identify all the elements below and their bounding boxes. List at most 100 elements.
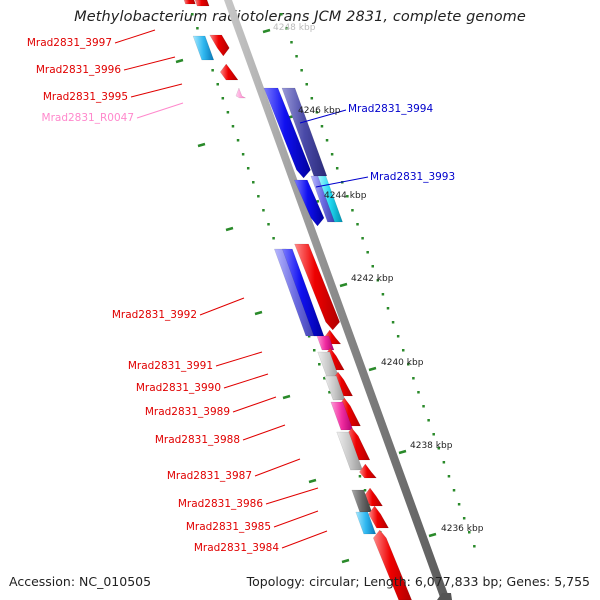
- ruler-dot: [452, 489, 456, 492]
- leader-3984: [281, 530, 328, 549]
- ruler-dot: [376, 279, 380, 282]
- ruler-dot: [473, 545, 476, 548]
- gene-block-3996: [209, 34, 230, 57]
- gene-block-3994: [281, 87, 328, 177]
- leader-3989: [232, 396, 277, 413]
- ruler-dot: [361, 237, 364, 240]
- gene-label[interactable]: Mrad2831_3985: [186, 521, 271, 533]
- ruler-dot: [447, 475, 451, 478]
- ruler-dot: [211, 69, 214, 72]
- gene-label[interactable]: Mrad2831_3997: [27, 37, 112, 49]
- ruler-major-tick: [282, 394, 291, 400]
- gene-block-3994-blue: [263, 87, 311, 179]
- ruler-dot: [305, 83, 308, 86]
- ruler-dot: [396, 335, 400, 338]
- ruler-dot: [432, 433, 435, 436]
- ruler-major-tick: [341, 558, 350, 564]
- gene-block-3991: [316, 335, 335, 351]
- ruler-dot: [280, 13, 283, 16]
- leader-3997: [114, 29, 156, 44]
- ruler-dot: [462, 517, 466, 520]
- ruler-dot: [417, 391, 420, 394]
- ruler-dot: [351, 209, 354, 212]
- ruler-dot: [371, 265, 375, 268]
- ruler-dot: [320, 125, 324, 128]
- scale-tick-label: 4236 kbp: [441, 524, 484, 534]
- gene-label[interactable]: Mrad2831_3995: [43, 91, 128, 103]
- ruler-dot: [307, 335, 311, 338]
- gene-label[interactable]: Mrad2831_3984: [194, 542, 279, 554]
- ruler-dot: [401, 349, 405, 352]
- map-title: Methylobacterium radiotolerans JCM 2831,…: [74, 9, 526, 25]
- scale-tick-label: 4242 kbp: [351, 274, 394, 284]
- scale-tick-label-clipped: 4248 kbp: [273, 23, 316, 33]
- gene-block-3997: [192, 35, 215, 61]
- ruler-major-tick: [262, 28, 271, 34]
- gene-label[interactable]: Mrad2831_3986: [178, 498, 263, 510]
- ruler-dot: [328, 391, 331, 394]
- ruler-dot: [285, 27, 288, 30]
- ruler-major-tick: [254, 310, 263, 316]
- ruler-dot: [363, 489, 367, 492]
- ruler-dot: [323, 377, 326, 380]
- ruler-dot: [226, 111, 230, 114]
- ruler-dot: [221, 97, 225, 100]
- leader-3990: [223, 373, 269, 389]
- gene-label[interactable]: Mrad2831_3992: [112, 309, 197, 321]
- ruler-dot: [262, 209, 265, 212]
- gene-block-3984: [355, 511, 377, 535]
- scale-tick-label: 4246 kbp: [298, 106, 341, 116]
- gene-block-top-left: [183, 0, 196, 5]
- scale-tick-label: 4240 kbp: [381, 358, 424, 368]
- ruler-dot: [346, 195, 349, 198]
- gene-block-3993-blue: [293, 179, 325, 227]
- ruler-dot: [246, 167, 250, 170]
- ruler-major-tick: [368, 366, 377, 372]
- leader-3988: [242, 424, 286, 441]
- leader-3985: [273, 510, 319, 528]
- ruler-dot: [272, 237, 275, 240]
- gene-label[interactable]: Mrad2831_3991: [128, 360, 213, 372]
- ruler-dot: [335, 167, 339, 170]
- scale-tick-label: 4238 kbp: [410, 441, 453, 451]
- gene-label[interactable]: Mrad2831_3988: [155, 434, 240, 446]
- leader-3995: [130, 83, 183, 98]
- ruler-dot: [191, 13, 194, 16]
- ruler-dot: [427, 419, 430, 422]
- gene-label[interactable]: Mrad2831_3987: [167, 470, 252, 482]
- ruler-dot: [252, 181, 255, 184]
- accession-text: Accession: NC_010505: [9, 574, 152, 589]
- gene-label[interactable]: Mrad2831_R0047: [42, 112, 134, 124]
- ruler-dot: [381, 293, 385, 296]
- label-leader-lines: [114, 29, 369, 549]
- ruler-dot: [468, 531, 471, 534]
- ruler-dot: [318, 363, 321, 366]
- leader-3986: [265, 487, 319, 505]
- ruler-dot: [310, 97, 314, 100]
- ruler-major-tick: [225, 226, 234, 232]
- ruler-dot: [315, 111, 319, 114]
- ruler-dot: [241, 153, 245, 156]
- gene-label[interactable]: Mrad2831_3996: [36, 64, 121, 76]
- ruler-dot: [412, 377, 415, 380]
- ruler-dot: [358, 475, 362, 478]
- gene-label[interactable]: Mrad2831_3993: [370, 171, 455, 183]
- ruler-dot: [457, 503, 461, 506]
- ruler-dot: [386, 307, 390, 310]
- ruler-dot: [437, 447, 441, 450]
- ruler-dot: [290, 41, 293, 44]
- backbone-end-cap: [437, 593, 452, 600]
- ruler-dot: [407, 363, 410, 366]
- ruler-dot: [391, 321, 395, 324]
- leader-r0047: [136, 102, 184, 119]
- ruler-major-tick: [428, 532, 437, 538]
- gene-label[interactable]: Mrad2831_3989: [145, 406, 230, 418]
- gene-label[interactable]: Mrad2831_3994: [348, 103, 433, 115]
- gene-block-r0047: [235, 87, 246, 99]
- ruler-dot: [257, 195, 260, 198]
- genome-backbone: [224, 0, 450, 600]
- ruler-dot: [422, 405, 425, 408]
- gene-label[interactable]: Mrad2831_3990: [136, 382, 221, 394]
- ruler-dot: [325, 139, 329, 142]
